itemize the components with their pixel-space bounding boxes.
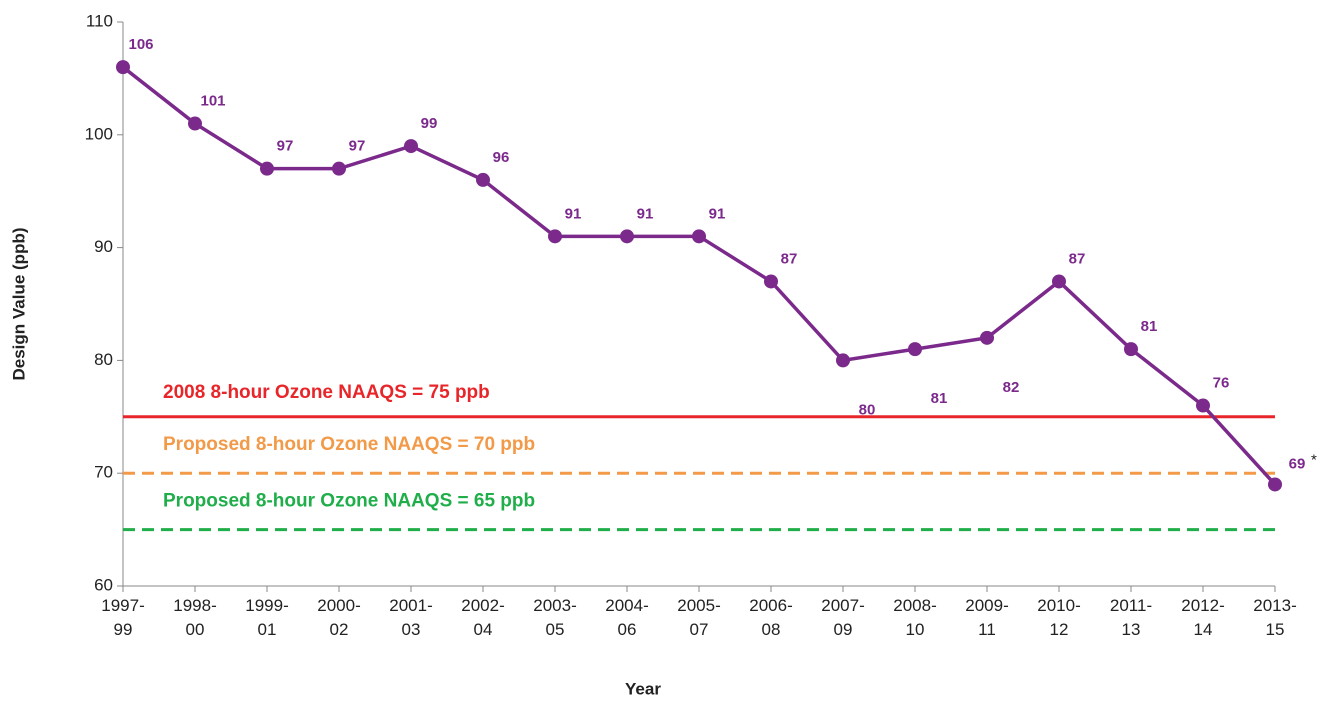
x-tick-label: 1999-01 (245, 596, 289, 639)
data-label: 97 (349, 138, 366, 155)
x-tick-label: 2008-10 (893, 596, 937, 639)
data-point (764, 274, 778, 289)
data-point (548, 229, 562, 244)
data-point (692, 229, 706, 244)
data-label: 97 (277, 138, 294, 155)
data-point (332, 161, 346, 176)
reference-label: 2008 8-hour Ozone NAAQS = 75 ppb (163, 382, 490, 403)
data-point (620, 229, 634, 244)
x-tick-label: 2013-15 (1253, 596, 1297, 639)
x-tick-label: 2007-09 (821, 596, 865, 639)
y-tick-label: 80 (94, 350, 113, 369)
data-label: 81 (931, 390, 948, 407)
data-point (188, 116, 202, 131)
x-tick-label: 2003-05 (533, 596, 577, 639)
x-tick-label: 2002-04 (461, 596, 505, 639)
data-label: 99 (421, 115, 438, 132)
x-tick-label: 2011-13 (1109, 596, 1153, 639)
data-point (1052, 274, 1066, 289)
data-label: 87 (781, 250, 798, 267)
x-tick-label: 1997-99 (101, 596, 145, 639)
series-line (121, 65, 1277, 486)
x-tick-label: 2004-06 (605, 596, 649, 639)
annotation: * (1311, 451, 1317, 468)
data-label: 87 (1069, 250, 1086, 267)
y-axis-title: Design Value (ppb) (9, 227, 28, 380)
data-label: 91 (709, 205, 726, 222)
x-tick-label: 2010-12 (1037, 596, 1081, 639)
x-tick-label: 2012-14 (1181, 596, 1225, 639)
x-tick-label: 1998-00 (173, 596, 217, 639)
data-point (1268, 477, 1282, 492)
y-tick-label: 110 (86, 11, 113, 30)
reference-label: Proposed 8-hour Ozone NAAQS = 70 ppb (163, 434, 535, 455)
x-tick-label: 2000-02 (317, 596, 361, 639)
x-tick-label: 2005-07 (677, 596, 721, 639)
x-tick-label: 2009-11 (965, 596, 1009, 639)
y-tick-label: 100 (85, 124, 113, 143)
data-label: 96 (493, 149, 510, 166)
y-tick-label: 90 (94, 237, 113, 256)
data-label: 80 (859, 401, 876, 418)
data-label: 69 (1289, 455, 1306, 472)
x-tick-label: 2006-08 (749, 596, 793, 639)
data-point (1196, 398, 1210, 413)
x-axis-title: Year (625, 679, 661, 698)
data-label: 82 (1003, 379, 1020, 396)
data-label: 91 (565, 205, 582, 222)
reference-label: Proposed 8-hour Ozone NAAQS = 65 ppb (163, 491, 535, 512)
data-point (476, 172, 490, 187)
y-tick-label: 60 (94, 575, 113, 594)
data-label: 101 (200, 92, 225, 109)
data-label: 91 (637, 205, 654, 222)
data-point (260, 161, 274, 176)
data-point (908, 342, 922, 357)
data-point (836, 353, 850, 368)
data-point (404, 139, 418, 154)
data-point (1124, 342, 1138, 357)
data-label: 81 (1141, 318, 1158, 335)
data-point (980, 330, 994, 345)
data-label: 106 (128, 36, 153, 53)
data-label: 76 (1213, 374, 1230, 391)
x-tick-label: 2001-03 (389, 596, 433, 639)
data-point (116, 60, 130, 75)
y-tick-label: 70 (94, 463, 113, 482)
